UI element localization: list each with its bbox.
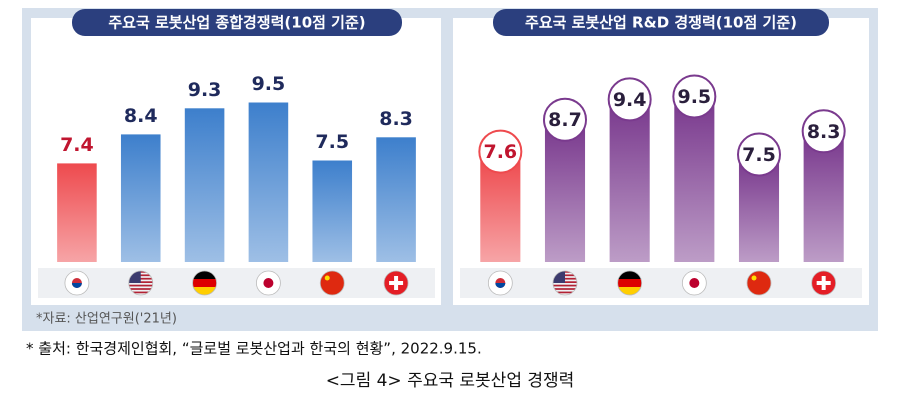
value-label: 8.3 <box>379 108 413 130</box>
value-bubble <box>801 109 846 154</box>
value-label: 7.4 <box>60 134 94 156</box>
value-label: 9.3 <box>188 79 222 101</box>
flag-strip <box>460 268 862 298</box>
flag <box>682 271 707 295</box>
flag <box>488 271 513 295</box>
flag <box>320 271 345 295</box>
source-note: *자료: 산업연구원('21년) <box>36 312 177 327</box>
value-label: 8.3 <box>807 121 841 143</box>
bar <box>248 102 289 262</box>
flag <box>192 271 217 295</box>
bar <box>609 105 650 263</box>
bar <box>480 157 521 262</box>
flag <box>384 271 409 295</box>
chart-title: 주요국 로봇산업 R&D 경쟁력(10점 기준) <box>525 14 797 32</box>
bar <box>376 137 416 262</box>
value-label: 9.5 <box>677 86 711 108</box>
bar <box>57 163 97 262</box>
bar <box>803 137 844 262</box>
footnote: * 출처: 한국경제인협회, “글로벌 로봇산업과 한국의 현황”, 2022.… <box>26 340 482 358</box>
flag <box>64 271 89 295</box>
bar <box>184 108 225 262</box>
caption: <그림 4> 주요국 로봇산업 경쟁력 <box>326 371 575 391</box>
value-label: 7.6 <box>483 141 517 163</box>
title-pill <box>493 9 829 36</box>
value-bubble <box>607 77 652 122</box>
value-bubble <box>478 129 523 174</box>
value-label: 8.7 <box>548 109 582 131</box>
title-pill <box>72 9 402 36</box>
flag <box>811 271 836 295</box>
bar <box>544 125 586 262</box>
value-label: 9.5 <box>252 73 286 95</box>
flag <box>617 271 642 295</box>
value-label: 7.5 <box>315 131 349 153</box>
value-bubble <box>543 97 587 142</box>
value-label: 9.4 <box>613 89 647 111</box>
value-bubble <box>737 132 781 177</box>
flag <box>256 271 281 295</box>
chart-title: 주요국 로봇산업 종합경쟁력(10점 기준) <box>108 14 365 32</box>
flag-strip <box>38 268 435 298</box>
value-label: 8.4 <box>124 105 158 127</box>
right-panel <box>453 18 869 305</box>
value-label: 7.5 <box>742 144 776 166</box>
bar <box>120 134 161 262</box>
bar <box>738 160 780 262</box>
bar <box>312 160 353 262</box>
value-bubble <box>672 74 717 119</box>
left-panel <box>31 18 441 305</box>
bar <box>674 102 715 262</box>
flag <box>747 271 771 295</box>
